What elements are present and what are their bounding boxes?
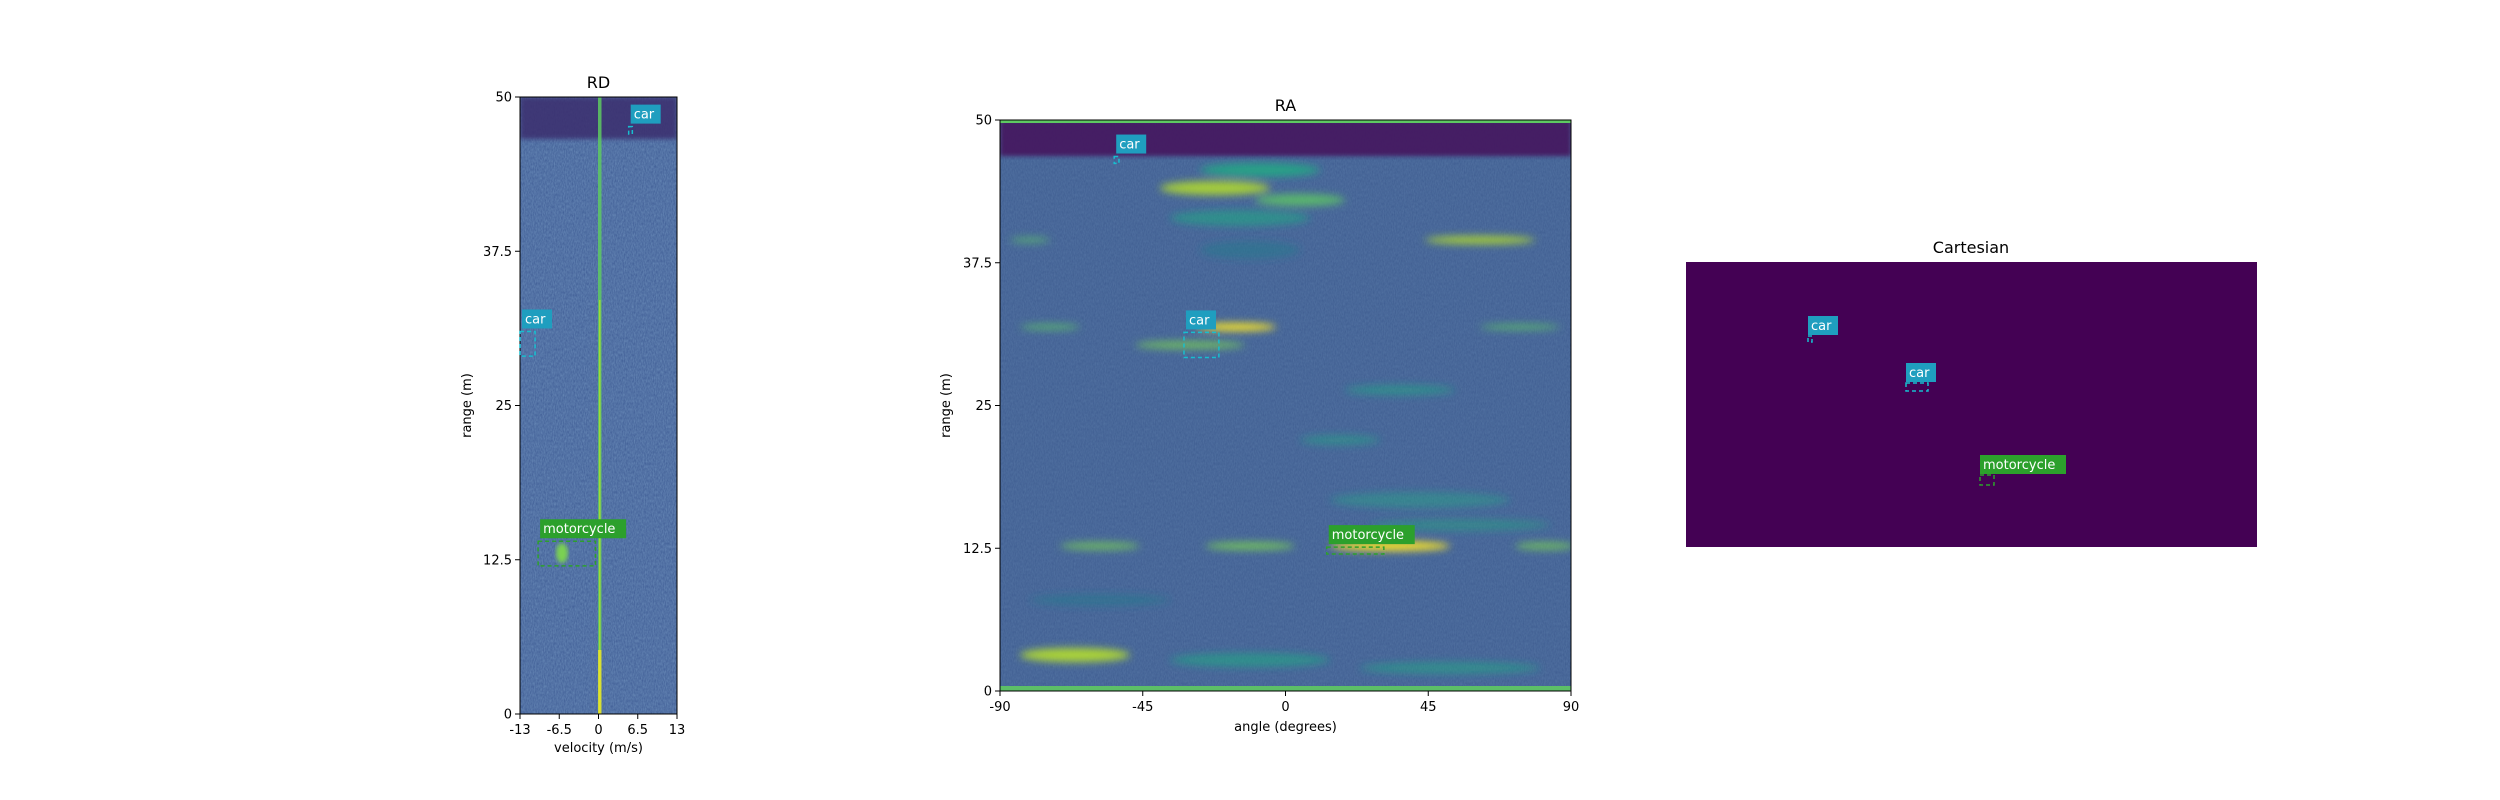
cartesian-annotations: car car motorcycle	[1807, 316, 2066, 486]
ra-car-label-bg	[1116, 134, 1147, 154]
ra-top-dark-band	[1000, 120, 1571, 156]
ra-band	[1515, 542, 1571, 550]
ra-band	[1020, 648, 1130, 662]
ra-band	[1300, 435, 1380, 445]
ra-xtick-label: 0	[1281, 700, 1289, 715]
ra-panel: RA	[939, 96, 1579, 735]
cartesian-motorcycle-label: motorcycle	[1983, 458, 2055, 473]
rd-car-label: car	[634, 108, 655, 123]
ra-band	[1060, 542, 1140, 550]
cartesian-car-box	[1807, 335, 1813, 343]
rd-motorcycle-label: motorcycle	[543, 522, 615, 537]
ra-band	[1205, 542, 1295, 550]
ra-motorcycle-box	[1325, 546, 1385, 555]
ra-ytick-label: 12.5	[963, 542, 992, 557]
ra-band	[1480, 324, 1560, 330]
rd-bottom-hot-line	[598, 650, 602, 714]
rd-ylabel: range (m)	[460, 373, 475, 438]
ra-ytick-label: 37.5	[963, 256, 992, 271]
rd-motorcycle-label-bg	[540, 519, 627, 539]
cartesian-background	[1686, 262, 2257, 547]
ra-band	[1345, 385, 1455, 395]
cartesian-car-label-bg	[1906, 363, 1936, 382]
ra-band	[1330, 492, 1510, 508]
rd-annotations: car car motorcycle	[519, 104, 661, 567]
ra-motorcycle-label-bg	[1328, 525, 1415, 545]
ra-band	[1010, 237, 1050, 243]
rd-car-box	[519, 330, 536, 357]
rd-car-label-bg	[630, 104, 661, 124]
ra-title: RA	[1275, 96, 1296, 115]
ra-band	[1370, 519, 1550, 531]
rd-axes: -13 -6.5 0 6.5 13 0 12.5 25 37.5 50	[483, 91, 685, 739]
rd-zero-velocity-core	[599, 300, 601, 714]
ra-xtick-label: -90	[989, 700, 1010, 715]
rd-ytick-label: 12.5	[483, 553, 512, 568]
ra-ytick-label: 50	[975, 114, 992, 129]
ra-band	[1135, 341, 1245, 349]
rd-car-label: car	[525, 312, 546, 327]
ra-hot-bands	[1010, 163, 1571, 674]
ra-band	[1170, 653, 1330, 667]
ra-car-box	[1183, 331, 1220, 359]
rd-xtick-label: 0	[594, 723, 602, 738]
rd-xtick-label: -6.5	[547, 723, 572, 738]
rd-ytick-label: 0	[504, 708, 512, 723]
rd-xtick-label: -13	[509, 723, 530, 738]
ra-xtick-label: 90	[1563, 700, 1580, 715]
ra-band	[1020, 324, 1080, 330]
ra-motorcycle-label: motorcycle	[1332, 528, 1404, 543]
ra-car-label: car	[1119, 138, 1140, 153]
ra-band	[1425, 236, 1535, 244]
rd-xlabel: velocity (m/s)	[554, 741, 643, 756]
ra-ytick-label: 25	[975, 399, 992, 414]
ra-ytick-label: 0	[984, 685, 992, 700]
ra-car-label-bg	[1185, 310, 1216, 330]
ra-axes: -90 -45 0 45 90 0 12.5 25 37.5 50	[963, 114, 1579, 716]
ra-band	[1196, 323, 1276, 331]
ra-band	[1200, 241, 1300, 259]
cartesian-panel: Cartesian car car motorcycle	[1686, 238, 2257, 547]
cartesian-car-label-bg	[1808, 316, 1838, 335]
rd-ytick-label: 37.5	[483, 245, 512, 260]
rd-xtick-label: 13	[669, 723, 686, 738]
ra-annotations: car car motorcycle	[1113, 134, 1415, 555]
cartesian-motorcycle-box	[1979, 474, 1995, 486]
ra-xtick-label: -45	[1132, 700, 1153, 715]
ra-band	[1030, 594, 1170, 606]
rd-ytick-label: 50	[495, 91, 512, 106]
ra-car-label: car	[1189, 313, 1210, 328]
cartesian-car-label: car	[1909, 366, 1930, 381]
cartesian-car-box	[1905, 382, 1929, 392]
ra-heatmap	[1000, 120, 1571, 691]
rd-panel: RD -13 -6.5 0 6.5 13 0 12.5 25 37.5 50 car car moto…	[460, 73, 685, 756]
rd-car-box	[627, 125, 634, 135]
rd-title: RD	[587, 73, 610, 92]
rd-motorcycle-box	[537, 540, 597, 567]
ra-band	[1200, 163, 1320, 177]
ra-xlabel: angle (degrees)	[1234, 720, 1337, 735]
cartesian-motorcycle-label-bg	[1980, 455, 2066, 474]
cartesian-car-label: car	[1811, 319, 1832, 334]
ra-band	[1360, 662, 1540, 674]
ra-top-line	[1000, 120, 1571, 123]
ra-xtick-label: 45	[1420, 700, 1437, 715]
ra-bottom-line	[1000, 686, 1571, 691]
ra-ylabel: range (m)	[939, 373, 954, 438]
cartesian-title: Cartesian	[1933, 238, 2009, 257]
ra-band	[1255, 194, 1345, 206]
ra-band	[1170, 210, 1310, 226]
rd-ytick-label: 25	[495, 399, 512, 414]
ra-car-box	[1113, 155, 1120, 165]
rd-xtick-label: 6.5	[627, 723, 648, 738]
rd-car-label-bg	[522, 309, 552, 329]
ra-band	[1160, 181, 1270, 195]
rd-heatmap	[520, 97, 677, 714]
rd-motorcycle-blob	[556, 543, 568, 563]
